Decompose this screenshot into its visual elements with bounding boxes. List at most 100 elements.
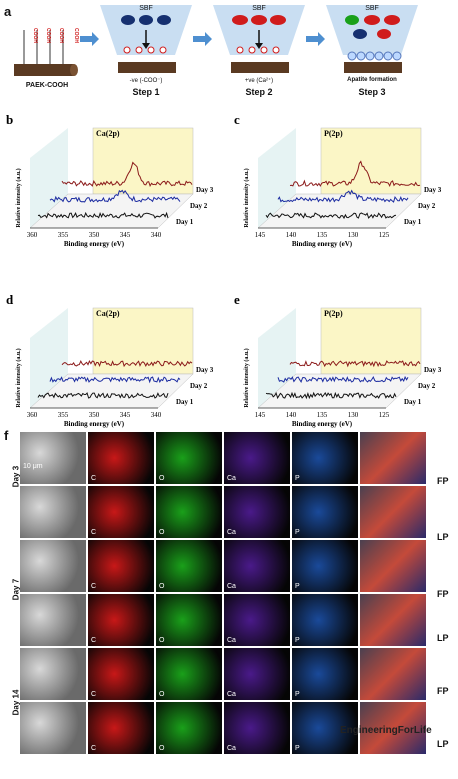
eds-cell-r5-p: P xyxy=(292,702,358,754)
eds-cell-r3-overlay xyxy=(360,594,426,646)
panel-a-schematic xyxy=(14,5,418,76)
step3-subtitle: Apatite formation xyxy=(347,77,397,83)
xps-tick-label: 130 xyxy=(348,231,359,239)
xps-panel-e: e P(2p) Relative intensity (a.u.) Binding e… xyxy=(234,292,442,428)
xps-x-axis-label: Binding energy (eV) xyxy=(64,240,125,248)
eds-cell-r1-sem xyxy=(20,486,86,538)
eds-cell-r0-c: C xyxy=(88,432,154,484)
process-arrows xyxy=(80,32,325,46)
step2-beaker xyxy=(213,5,305,73)
xps-y-axis-label: Relative intensity (a.u.) xyxy=(243,348,250,407)
xps-trace-day1 xyxy=(265,391,397,400)
xps-panel-d: d Ca(2p) Relative intensity (a.u.) Binding … xyxy=(6,292,214,428)
eds-cell-r2-overlay xyxy=(360,540,426,592)
xps-tick-label: 345 xyxy=(120,231,131,239)
step1-subtitle: -ve (-COO⁻) xyxy=(129,78,163,84)
eds-cell-r4-ca: Ca xyxy=(224,648,290,700)
xps-trace-day1 xyxy=(37,392,169,399)
xps-legend-day2: Day 2 xyxy=(418,382,436,390)
sbf-label-1: SBF xyxy=(139,5,153,12)
xps-tick-label: 135 xyxy=(317,231,328,239)
xps-panel-letter: b xyxy=(6,112,13,127)
xps-legend-day1: Day 1 xyxy=(404,218,422,226)
xps-y-axis-label: Relative intensity (a.u.) xyxy=(15,348,22,407)
xps-tick-label: 360 xyxy=(27,411,38,419)
panel-a-letter: a xyxy=(4,4,12,19)
eds-cell-r1-p: P xyxy=(292,486,358,538)
xps-tick-label: 355 xyxy=(58,231,69,239)
eds-cell-r3-c: C xyxy=(88,594,154,646)
xps-tick-label: 350 xyxy=(89,411,100,419)
eds-cell-r0-ca: Ca xyxy=(224,432,290,484)
row-label-fp-3: FP xyxy=(437,686,449,696)
eds-channel-label: O xyxy=(159,691,165,698)
xps-panel-letter: c xyxy=(234,112,240,127)
eds-cell-r5-c: C xyxy=(88,702,154,754)
sbf-label-2: SBF xyxy=(252,5,266,12)
step1-title: Step 1 xyxy=(132,87,160,97)
xps-trace-day3 xyxy=(61,359,193,368)
eds-cell-r1-overlay xyxy=(360,486,426,538)
xps-legend-day3: Day 3 xyxy=(196,186,214,194)
xps-side-wall xyxy=(258,308,296,408)
xps-panel-letter: d xyxy=(6,292,14,307)
xps-panel-b: b Ca(2p) Relative intensity (a.u.) Binding … xyxy=(6,112,214,248)
step2-title: Step 2 xyxy=(245,87,273,97)
xps-panel-letter: e xyxy=(234,292,240,307)
eds-channel-label: C xyxy=(91,475,97,482)
eds-channel-label: C xyxy=(91,583,97,590)
eds-cell-r4-overlay xyxy=(360,648,426,700)
xps-element-label: P(2p) xyxy=(324,309,343,318)
paek-substrate xyxy=(14,30,78,76)
xps-trace-day2 xyxy=(277,189,409,203)
xps-trace-day2 xyxy=(277,375,409,384)
eds-cell-r4-c: C xyxy=(88,648,154,700)
xps-tick-label: 140 xyxy=(286,411,297,419)
eds-cell-r2-o: O xyxy=(156,540,222,592)
eds-channel-label: Ca xyxy=(227,475,236,482)
cooh-group-label-2: COOH xyxy=(32,28,38,43)
xps-legend-day3: Day 3 xyxy=(424,186,442,194)
eds-cell-r5-o: O xyxy=(156,702,222,754)
xps-tick-label: 135 xyxy=(317,411,328,419)
panel-f-letter: f xyxy=(4,428,9,443)
sbf-label-3: SBF xyxy=(365,5,379,12)
xps-legend-day1: Day 1 xyxy=(404,398,422,406)
eds-channel-label: C xyxy=(91,529,97,536)
eds-channel-label: P xyxy=(295,583,300,590)
eds-channel-label: P xyxy=(295,529,300,536)
eds-cell-r1-ca: Ca xyxy=(224,486,290,538)
eds-cell-r4-sem xyxy=(20,648,86,700)
eds-cell-r3-ca: Ca xyxy=(224,594,290,646)
xps-trace-day3 xyxy=(289,360,421,368)
xps-legend-day1: Day 1 xyxy=(176,218,194,226)
eds-channel-label: O xyxy=(159,583,165,590)
row-label-lp-1: LP xyxy=(437,532,449,542)
row-label-lp-2: LP xyxy=(437,633,449,643)
xps-tick-label: 340 xyxy=(151,411,162,419)
xps-legend-day2: Day 2 xyxy=(418,202,436,210)
eds-channel-label: P xyxy=(295,745,300,752)
eds-channel-label: O xyxy=(159,637,165,644)
xps-element-label: Ca(2p) xyxy=(96,129,120,138)
xps-legend-day2: Day 2 xyxy=(190,202,208,210)
xps-tick-label: 355 xyxy=(58,411,69,419)
xps-legend-day1: Day 1 xyxy=(176,398,194,406)
eds-cell-r3-o: O xyxy=(156,594,222,646)
xps-tick-label: 130 xyxy=(348,411,359,419)
eds-channel-label: O xyxy=(159,475,165,482)
eds-channel-label: C xyxy=(91,637,97,644)
eds-mapping-grid: 10 μm C O Ca P C O Ca P C O Ca P C O Ca P C O Ca P C O Ca P xyxy=(20,432,430,772)
step3-title: Step 3 xyxy=(358,87,386,97)
eds-channel-label: P xyxy=(295,475,300,482)
xps-legend-day3: Day 3 xyxy=(196,366,214,374)
xps-trace-day3 xyxy=(289,160,421,188)
xps-tick-label: 340 xyxy=(151,231,162,239)
group-label-day7: Day 7 xyxy=(11,578,21,601)
step2-subtitle: +ve (Ca²⁺) xyxy=(244,78,274,84)
xps-element-label: P(2p) xyxy=(324,129,343,138)
eds-cell-r4-o: O xyxy=(156,648,222,700)
eds-cell-r0-sem: 10 μm xyxy=(20,432,86,484)
xps-x-axis-label: Binding energy (eV) xyxy=(292,240,353,248)
substrate-caption: PAEK-COOH xyxy=(25,82,69,89)
